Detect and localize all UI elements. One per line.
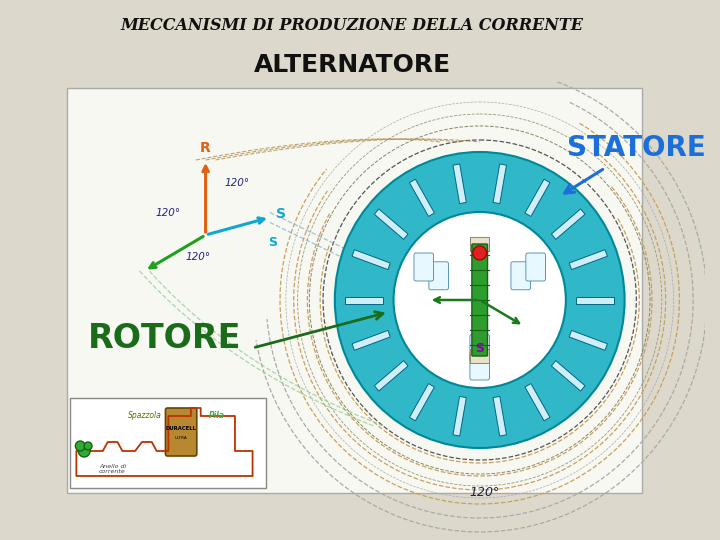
Bar [71, 398, 266, 488]
Text: 120°: 120° [469, 487, 500, 500]
Circle shape [335, 152, 624, 448]
Polygon shape [374, 209, 408, 239]
Bar [66, 88, 642, 493]
Text: 120°: 120° [225, 178, 249, 188]
Polygon shape [552, 209, 585, 239]
FancyBboxPatch shape [472, 244, 487, 356]
Polygon shape [576, 296, 614, 303]
Text: 120°: 120° [185, 252, 210, 262]
FancyBboxPatch shape [470, 237, 490, 251]
Circle shape [84, 442, 92, 450]
Text: STATORE: STATORE [567, 134, 706, 162]
Polygon shape [493, 164, 506, 204]
Circle shape [78, 445, 90, 457]
Text: Pila: Pila [210, 410, 225, 420]
Polygon shape [525, 383, 550, 421]
FancyBboxPatch shape [429, 262, 449, 290]
Text: DURACELL: DURACELL [166, 426, 197, 430]
Polygon shape [352, 330, 390, 350]
Polygon shape [453, 164, 467, 204]
FancyBboxPatch shape [470, 352, 490, 380]
FancyBboxPatch shape [414, 253, 433, 281]
FancyBboxPatch shape [526, 253, 546, 281]
Text: Anello di
corrente: Anello di corrente [99, 464, 126, 475]
Polygon shape [352, 249, 390, 269]
Circle shape [76, 441, 85, 451]
Text: R: R [200, 141, 211, 155]
FancyBboxPatch shape [470, 334, 490, 362]
FancyBboxPatch shape [511, 262, 531, 290]
Polygon shape [569, 330, 608, 350]
Circle shape [394, 212, 566, 388]
Text: ROTORE: ROTORE [88, 321, 241, 354]
Circle shape [473, 246, 487, 260]
Polygon shape [453, 396, 467, 436]
Polygon shape [493, 396, 506, 436]
Text: 120°: 120° [156, 208, 181, 218]
Polygon shape [374, 361, 408, 391]
Text: Spazzola: Spazzola [128, 410, 162, 420]
Text: S: S [268, 237, 276, 249]
Text: S: S [475, 342, 485, 355]
FancyBboxPatch shape [166, 408, 197, 456]
Text: S: S [276, 207, 287, 221]
Polygon shape [552, 361, 585, 391]
Text: ALTERNATORE: ALTERNATORE [254, 53, 451, 77]
FancyBboxPatch shape [470, 349, 490, 363]
Polygon shape [569, 249, 608, 269]
Polygon shape [410, 383, 434, 421]
Polygon shape [525, 179, 550, 217]
Text: ULTRA: ULTRA [175, 436, 187, 440]
Polygon shape [345, 296, 383, 303]
Text: MECCANISMI DI PRODUZIONE DELLA CORRENTE: MECCANISMI DI PRODUZIONE DELLA CORRENTE [121, 17, 584, 35]
Polygon shape [410, 179, 434, 217]
